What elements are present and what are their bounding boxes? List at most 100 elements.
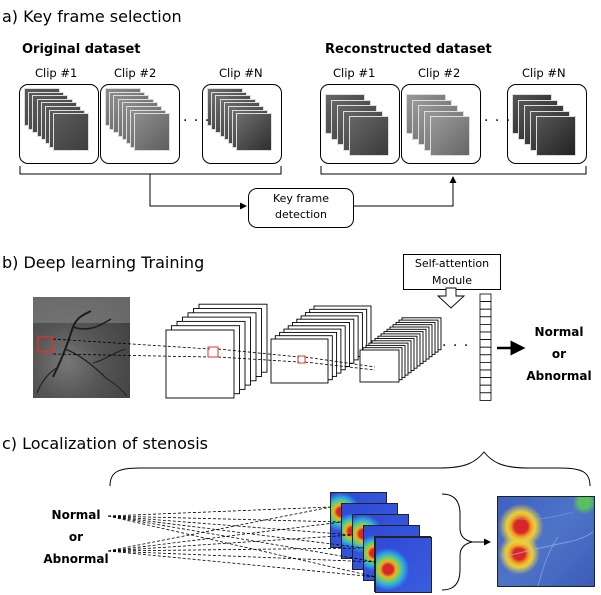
feature-vector-cell [479, 316, 492, 325]
top-curly-brace-icon [109, 451, 591, 487]
feature-vector [479, 293, 492, 401]
original-bracket [19, 166, 282, 175]
overlay-vessel-icon [502, 511, 594, 586]
key-frame-detection-box: Key frame detection [248, 188, 354, 228]
feature-map [296, 318, 355, 364]
side-curly-brace-icon [441, 493, 473, 591]
feature-map [176, 320, 246, 390]
conv-layer-3 [359, 317, 442, 383]
feature-vector-cell [479, 301, 492, 310]
feature-map [309, 308, 368, 354]
feature-map [389, 326, 430, 360]
feature-map [398, 319, 439, 353]
fan-line [107, 547, 365, 552]
original-dataset-title: Original dataset [22, 42, 141, 57]
frame-thumbnail [536, 116, 576, 156]
feature-map [383, 331, 424, 365]
feature-map [313, 305, 372, 351]
feature-map [359, 349, 400, 383]
feature-map [187, 312, 257, 382]
feature-map [374, 338, 415, 371]
stenosis-overlay-image [497, 496, 595, 587]
feature-map [283, 328, 342, 374]
reconstructed-dataset-title: Reconstructed dataset [325, 42, 492, 57]
fan-line [107, 550, 377, 578]
fan-line [107, 506, 332, 552]
feature-map [198, 303, 268, 373]
output-label-normal: Normal [534, 325, 584, 339]
projection-line-6 [304, 361, 376, 371]
feature-vector-cell [479, 361, 492, 371]
feature-vector-cell [479, 331, 492, 340]
feature-map [165, 329, 235, 399]
from-detection-arrow [353, 176, 457, 207]
roi-marker-layer1 [207, 346, 219, 358]
original-ellipsis: · · · [183, 113, 211, 129]
output-label-or: or [551, 347, 567, 361]
output-label-abnormal: Abnormal [526, 369, 592, 383]
frame-thumbnail [53, 113, 90, 152]
feature-map [292, 322, 350, 367]
feature-map [193, 308, 262, 377]
fan-line [107, 521, 343, 552]
projection-line-4 [217, 356, 300, 363]
projection-line-5 [304, 356, 376, 368]
feature-vector-cell [479, 293, 492, 302]
reconstructed-clip-1-label: Clip #1 [333, 66, 376, 80]
input-label-abnormal: Abnormal [43, 552, 109, 566]
feature-vector-cell [479, 354, 492, 363]
fan-line [107, 515, 365, 549]
conv-layer-2 [270, 305, 372, 384]
section-a-title: a) Key frame selection [2, 7, 182, 26]
feature-map [368, 342, 409, 376]
fan-line [107, 515, 343, 523]
feature-map [171, 325, 240, 395]
feature-map [362, 347, 403, 381]
feature-map [270, 338, 329, 384]
fan-line [107, 506, 332, 517]
feature-vector-cell [479, 323, 492, 333]
feature-map [365, 344, 406, 378]
section-b-title: b) Deep learning Training [2, 253, 205, 272]
vessel-tree-icon [33, 297, 130, 397]
feature-map [287, 325, 346, 371]
section-c-title: c) Localization of stenosis [2, 434, 208, 453]
feature-vector-cell [479, 384, 492, 394]
reconstructed-bracket [320, 166, 587, 175]
fan-line [107, 534, 354, 552]
fan-line [107, 550, 377, 563]
input-label-or: or [68, 530, 84, 544]
feature-vector-cell [479, 377, 492, 386]
feature-map [304, 312, 363, 358]
feature-vector-cell [479, 339, 492, 348]
frame-thumbnail [134, 113, 171, 152]
angiogram-input-image [33, 297, 130, 398]
feature-map [380, 333, 421, 367]
projection-line-3 [217, 348, 300, 358]
feature-map [300, 315, 359, 361]
frame-thumbnail [236, 113, 273, 152]
original-clip-2-label: Clip #2 [114, 66, 157, 80]
feature-map [182, 316, 251, 386]
key-frame-detection-line1: Key frame [272, 192, 330, 205]
attention-down-arrow [436, 287, 466, 309]
self-attention-line2: Module [432, 274, 472, 287]
feature-vector-cell [479, 392, 492, 401]
feature-vector-cell [479, 369, 492, 378]
feature-vector-cell [479, 346, 492, 356]
network-ellipsis: · · · [442, 338, 470, 354]
to-detection-arrow [149, 174, 247, 210]
original-clip-n-label: Clip #N [219, 66, 263, 80]
feature-map [274, 335, 333, 381]
feature-map [279, 331, 338, 377]
feature-map [392, 324, 433, 358]
reconstructed-clip-2-label: Clip #2 [418, 66, 461, 80]
reconstructed-ellipsis: · · · [484, 113, 512, 129]
self-attention-module-box: Self-attention Module [403, 254, 501, 290]
self-attention-line1: Self-attention [414, 257, 490, 270]
feature-map [377, 335, 418, 369]
frame-thumbnail [349, 116, 389, 156]
input-label-normal: Normal [51, 508, 101, 522]
reconstructed-clip-n-label: Clip #N [522, 66, 566, 80]
original-clip-1-label: Clip #1 [35, 66, 78, 80]
